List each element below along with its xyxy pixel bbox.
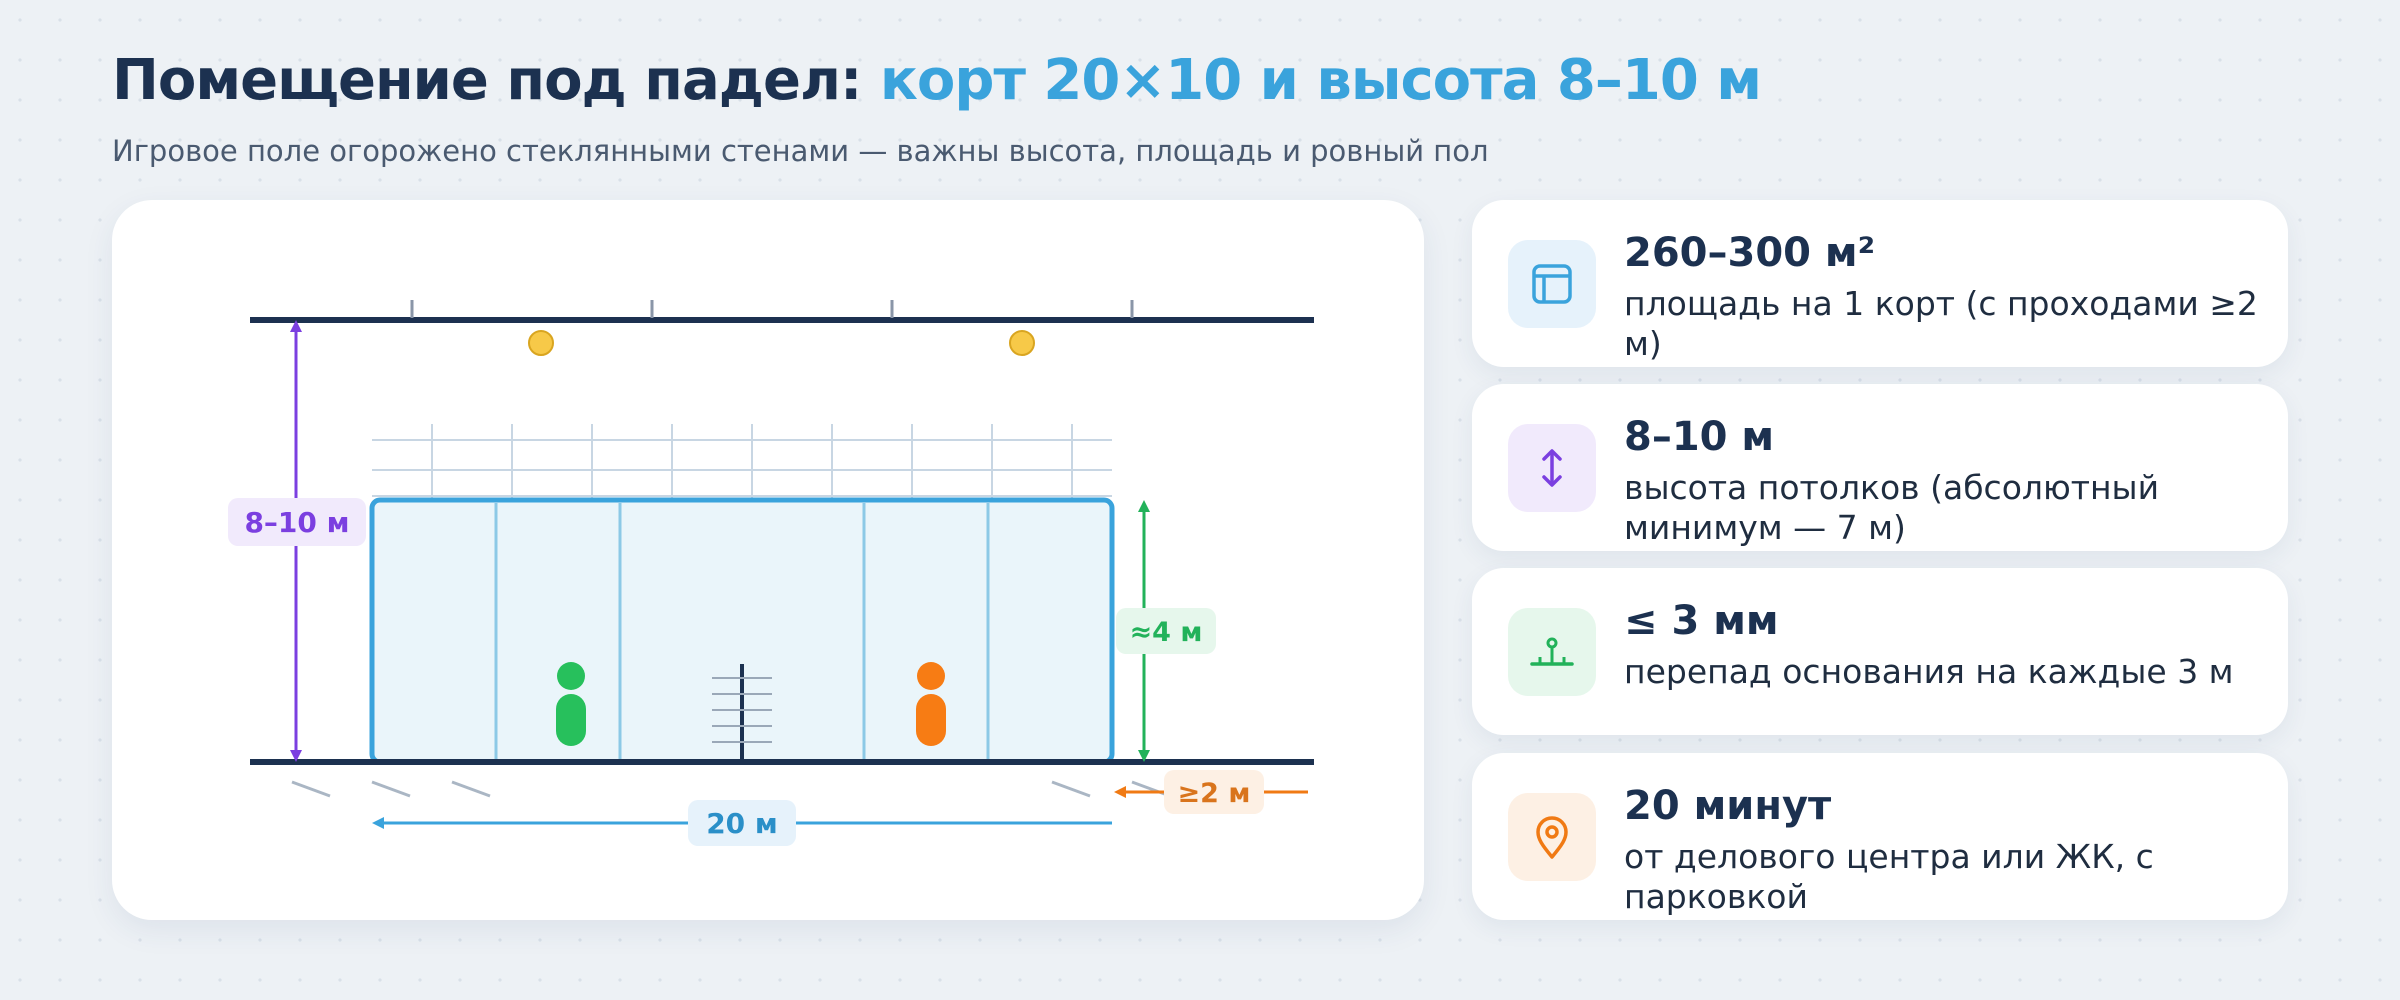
net	[712, 664, 772, 762]
metric-description: перепад основания на каждые 3 м	[1624, 652, 2234, 691]
floor-hatching	[291, 780, 1171, 798]
metric-description: от делового центра или ЖК, с парковкой	[1624, 837, 2154, 916]
page-title: Помещение под падел: корт 20×10 и высота…	[112, 48, 1762, 113]
title-main: Помещение под падел:	[112, 48, 880, 113]
wall-height-badge	[1116, 608, 1216, 654]
metric-card-ceiling: 8–10 м высота потолков (абсолютный миним…	[1472, 384, 2288, 551]
location-pin-icon	[1536, 816, 1568, 859]
vertical-arrows-icon	[1542, 449, 1562, 487]
clearance-label: ≥2 м	[1178, 778, 1251, 809]
lamp-icon	[1009, 330, 1035, 356]
metric-card-area: 260–300 м² площадь на 1 корт (с проходам…	[1472, 200, 2288, 367]
ceiling-height-badge	[228, 498, 366, 546]
lamp-icon	[528, 330, 554, 356]
level-icon	[1530, 637, 1574, 666]
area-icon	[1532, 264, 1572, 304]
mesh-fence	[372, 424, 1112, 500]
metric-description: высота потолков (абсолютный минимум — 7 …	[1624, 468, 2160, 547]
player-left-icon	[556, 662, 586, 746]
metric-card-floor: ≤ 3 мм перепад основания на каждые 3 м	[1472, 568, 2288, 735]
court-diagram-card: 8–10 м ≈4 м ≥2 м 20 м	[112, 200, 1424, 920]
player-right-icon	[916, 662, 946, 746]
metric-value: ≤ 3 мм	[1624, 598, 1779, 644]
metric-icon-box	[1508, 240, 1596, 328]
ceiling-hangers	[410, 300, 1134, 318]
court-length-badge	[688, 800, 796, 846]
court-length-label: 20 м	[706, 807, 778, 840]
ceiling-height-label: 8–10 м	[244, 506, 349, 539]
metric-value: 20 минут	[1624, 783, 1832, 829]
metric-description: площадь на 1 корт (с проходами ≥2 м)	[1624, 284, 2258, 363]
title-accent: корт 20×10 и высота 8–10 м	[879, 48, 1762, 113]
metrics-list: 260–300 м² площадь на 1 корт (с проходам…	[1472, 200, 2288, 920]
metric-value: 260–300 м²	[1624, 230, 1876, 276]
clearance-badge	[1164, 770, 1264, 814]
court-diagram: 8–10 м ≈4 м ≥2 м 20 м	[228, 300, 1314, 846]
metric-icon-box	[1508, 608, 1596, 696]
wall-height-label: ≈4 м	[1130, 617, 1203, 648]
metric-value: 8–10 м	[1624, 414, 1775, 460]
page-subtitle: Игровое поле огорожено стеклянными стена…	[112, 134, 1489, 168]
metric-icon-box	[1508, 424, 1596, 512]
metric-card-location: 20 минут от делового центра или ЖК, с па…	[1472, 753, 2288, 920]
glass-panel-dividers	[494, 503, 990, 760]
metric-icon-box	[1508, 793, 1596, 881]
